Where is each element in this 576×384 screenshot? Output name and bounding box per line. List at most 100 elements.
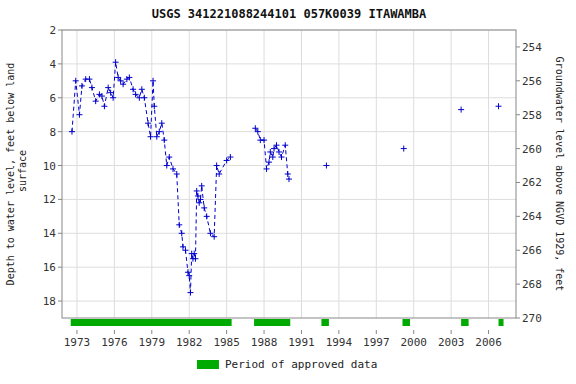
marker: [161, 137, 167, 143]
x-tick: [264, 330, 265, 334]
approved-period: [71, 319, 232, 326]
marker: [264, 166, 270, 172]
marker: [133, 91, 139, 97]
y-axis-label: Depth to water level, feet below land su…: [5, 63, 28, 286]
y-tick-label: 2: [49, 24, 56, 37]
x-tick-label: 2000: [400, 336, 427, 349]
y-grid-line: [62, 233, 516, 234]
marker: [185, 269, 191, 275]
x-tick: [114, 330, 115, 334]
y-tick: [58, 131, 62, 132]
line: [72, 62, 499, 292]
x-grid-line: [451, 30, 452, 318]
marker: [89, 85, 95, 91]
marker: [214, 163, 220, 169]
y-tick: [58, 63, 62, 64]
marker: [207, 230, 213, 236]
y2-axis-label: Groundwater level above NGVD 1929, feet: [554, 57, 565, 292]
x-grid-line: [338, 30, 339, 318]
y-grid-line: [62, 165, 516, 166]
x-grid-line: [76, 30, 77, 318]
marker: [120, 81, 126, 87]
y2-tick-label: 260: [522, 143, 542, 156]
marker: [323, 163, 329, 169]
x-tick-label: 1976: [101, 336, 128, 349]
y-tick-label: 12: [43, 193, 56, 206]
marker: [199, 183, 205, 189]
marker: [166, 154, 172, 160]
marker: [204, 213, 210, 219]
marker: [110, 95, 116, 101]
x-grid-line: [413, 30, 414, 318]
marker: [93, 98, 99, 104]
x-tick-label: 1979: [139, 336, 166, 349]
y-tick-label: 16: [43, 261, 56, 274]
marker: [179, 230, 185, 236]
marker: [141, 95, 147, 101]
marker: [159, 120, 165, 126]
marker: [194, 188, 200, 194]
y2-tick: [516, 46, 520, 47]
x-tick-label: 1988: [251, 336, 278, 349]
y2-tick: [516, 284, 520, 285]
marker: [76, 112, 82, 118]
marker: [279, 154, 285, 160]
marker: [216, 171, 222, 177]
y-tick: [58, 233, 62, 234]
marker: [201, 205, 207, 211]
marker: [148, 134, 154, 140]
marker: [174, 171, 180, 177]
marker: [73, 78, 79, 84]
approved-period: [461, 319, 468, 326]
marker: [197, 196, 203, 202]
marker: [164, 163, 170, 169]
x-tick-label: 2003: [438, 336, 465, 349]
marker: [139, 86, 145, 92]
grid: [62, 30, 516, 318]
y-tick: [58, 30, 62, 31]
marker: [191, 251, 197, 257]
y-tick-label: 6: [49, 92, 56, 105]
x-tick: [413, 330, 414, 334]
marker: [182, 247, 188, 253]
marker: [274, 142, 280, 148]
y-tick-label: 10: [43, 160, 56, 173]
marker: [224, 157, 230, 163]
y2-tick-label: 270: [522, 312, 542, 325]
marker: [156, 129, 162, 135]
x-tick: [76, 330, 77, 334]
x-grid-line: [301, 30, 302, 318]
marker: [270, 154, 276, 160]
marker: [113, 59, 119, 65]
x-tick-label: 1991: [288, 336, 315, 349]
marker: [69, 129, 75, 135]
marker: [151, 103, 157, 109]
y-grid-line: [62, 267, 516, 268]
y2-tick: [516, 318, 520, 319]
y2-tick-label: 264: [522, 210, 542, 223]
y2-tick: [516, 114, 520, 115]
marker: [101, 103, 107, 109]
marker: [496, 103, 502, 109]
x-grid-line: [376, 30, 377, 318]
y2-tick: [516, 182, 520, 183]
y2-tick: [516, 250, 520, 251]
y-tick-label: 18: [43, 295, 56, 308]
x-tick-label: 1994: [326, 336, 353, 349]
y-grid-line: [62, 63, 516, 64]
y2-tick-label: 256: [522, 75, 542, 88]
x-tick: [451, 330, 452, 334]
title: USGS 341221088244101 057K0039 ITAWAMBA: [152, 7, 427, 21]
approved-period: [254, 319, 290, 326]
x-tick: [338, 330, 339, 334]
approved-period: [321, 319, 328, 326]
marker: [211, 234, 217, 240]
y2-tick-label: 258: [522, 109, 542, 122]
x-grid-line: [264, 30, 265, 318]
y2-tick-label: 268: [522, 278, 542, 291]
legend-label: Period of approved data: [225, 358, 377, 371]
axes: 1973197619791982198519881991199419972000…: [43, 24, 542, 349]
y-tick: [58, 301, 62, 302]
y-tick: [58, 165, 62, 166]
marker: [145, 120, 151, 126]
